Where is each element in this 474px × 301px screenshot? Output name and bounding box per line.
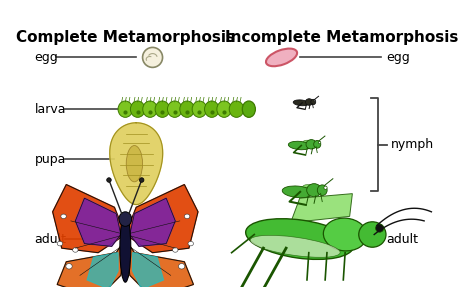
Ellipse shape bbox=[242, 101, 255, 117]
Text: nymph: nymph bbox=[391, 138, 434, 151]
Ellipse shape bbox=[192, 101, 207, 117]
Text: Incomplete Metamorphosis: Incomplete Metamorphosis bbox=[225, 30, 458, 45]
Text: egg: egg bbox=[386, 51, 410, 64]
Ellipse shape bbox=[250, 235, 340, 257]
Ellipse shape bbox=[303, 140, 311, 144]
Ellipse shape bbox=[217, 101, 231, 117]
Ellipse shape bbox=[246, 219, 354, 259]
Ellipse shape bbox=[155, 101, 170, 117]
Ellipse shape bbox=[143, 101, 157, 117]
Text: larva: larva bbox=[35, 103, 66, 116]
Ellipse shape bbox=[323, 218, 367, 251]
Ellipse shape bbox=[143, 48, 163, 67]
Polygon shape bbox=[125, 185, 198, 253]
Ellipse shape bbox=[375, 224, 384, 232]
Ellipse shape bbox=[317, 185, 327, 196]
Ellipse shape bbox=[266, 48, 297, 66]
Ellipse shape bbox=[173, 248, 178, 252]
Ellipse shape bbox=[107, 178, 111, 182]
Polygon shape bbox=[291, 194, 352, 223]
Ellipse shape bbox=[314, 141, 321, 148]
Text: adult: adult bbox=[35, 233, 66, 246]
Ellipse shape bbox=[61, 214, 66, 219]
Ellipse shape bbox=[282, 186, 313, 198]
Polygon shape bbox=[110, 123, 163, 205]
Ellipse shape bbox=[229, 101, 244, 117]
Ellipse shape bbox=[307, 184, 321, 197]
Polygon shape bbox=[75, 198, 121, 246]
Ellipse shape bbox=[167, 291, 174, 296]
Ellipse shape bbox=[73, 248, 78, 252]
Ellipse shape bbox=[57, 241, 63, 246]
Ellipse shape bbox=[184, 214, 190, 219]
Ellipse shape bbox=[288, 141, 311, 150]
Ellipse shape bbox=[359, 222, 386, 247]
Ellipse shape bbox=[119, 212, 132, 226]
Ellipse shape bbox=[311, 99, 316, 105]
Text: Complete Metamorphosis: Complete Metamorphosis bbox=[16, 30, 235, 45]
Ellipse shape bbox=[126, 145, 143, 182]
Ellipse shape bbox=[306, 140, 317, 149]
Ellipse shape bbox=[178, 264, 185, 269]
Ellipse shape bbox=[204, 101, 219, 117]
Text: adult: adult bbox=[386, 233, 418, 246]
Polygon shape bbox=[130, 198, 175, 246]
Ellipse shape bbox=[66, 264, 72, 269]
Ellipse shape bbox=[120, 214, 131, 282]
Ellipse shape bbox=[118, 101, 133, 117]
Ellipse shape bbox=[305, 99, 313, 105]
Polygon shape bbox=[125, 239, 193, 298]
Ellipse shape bbox=[167, 101, 182, 117]
Polygon shape bbox=[87, 253, 118, 289]
Ellipse shape bbox=[324, 186, 327, 189]
Ellipse shape bbox=[139, 178, 144, 182]
Text: egg: egg bbox=[35, 51, 58, 64]
Ellipse shape bbox=[180, 101, 194, 117]
Polygon shape bbox=[53, 185, 125, 253]
Ellipse shape bbox=[302, 185, 314, 189]
Ellipse shape bbox=[77, 291, 83, 296]
Polygon shape bbox=[57, 239, 125, 298]
Ellipse shape bbox=[314, 100, 316, 102]
Text: pupa: pupa bbox=[35, 153, 66, 166]
Ellipse shape bbox=[319, 141, 321, 144]
Ellipse shape bbox=[188, 241, 193, 246]
Ellipse shape bbox=[293, 100, 309, 106]
Ellipse shape bbox=[130, 101, 145, 117]
Polygon shape bbox=[133, 253, 164, 289]
